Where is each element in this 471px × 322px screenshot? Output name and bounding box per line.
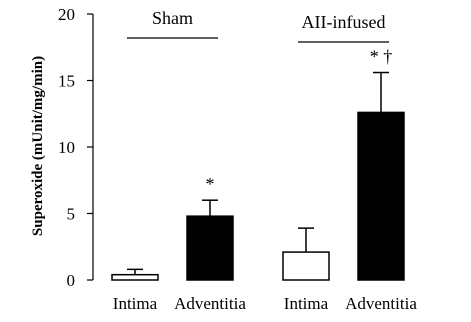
significance-marker: * † <box>370 47 393 67</box>
y-tick-label: 5 <box>67 205 76 224</box>
x-category-label: Intima <box>284 294 329 313</box>
bar <box>357 111 405 281</box>
bar <box>186 215 234 281</box>
x-category-label: Adventitia <box>345 294 417 313</box>
group-label: Sham <box>152 8 193 28</box>
bar <box>282 251 330 281</box>
group-label: AII-infused <box>302 12 386 32</box>
axes: 0 5 10 15 20 <box>58 5 94 290</box>
y-tick-label: 10 <box>58 138 75 157</box>
x-category-label: Adventitia <box>174 294 246 313</box>
bar <box>111 273 159 281</box>
significance-marker: * <box>206 174 215 194</box>
x-category-label: Intima <box>113 294 158 313</box>
y-axis-label: Superoxide (mUnit/mg/min) <box>30 56 46 236</box>
y-tick-label: 15 <box>58 72 75 91</box>
chart-marks: Intima * Adventitia Intima * † Adventitia Sham… <box>111 8 417 313</box>
y-tick-label: 0 <box>67 271 76 290</box>
y-tick-label: 20 <box>58 5 75 24</box>
